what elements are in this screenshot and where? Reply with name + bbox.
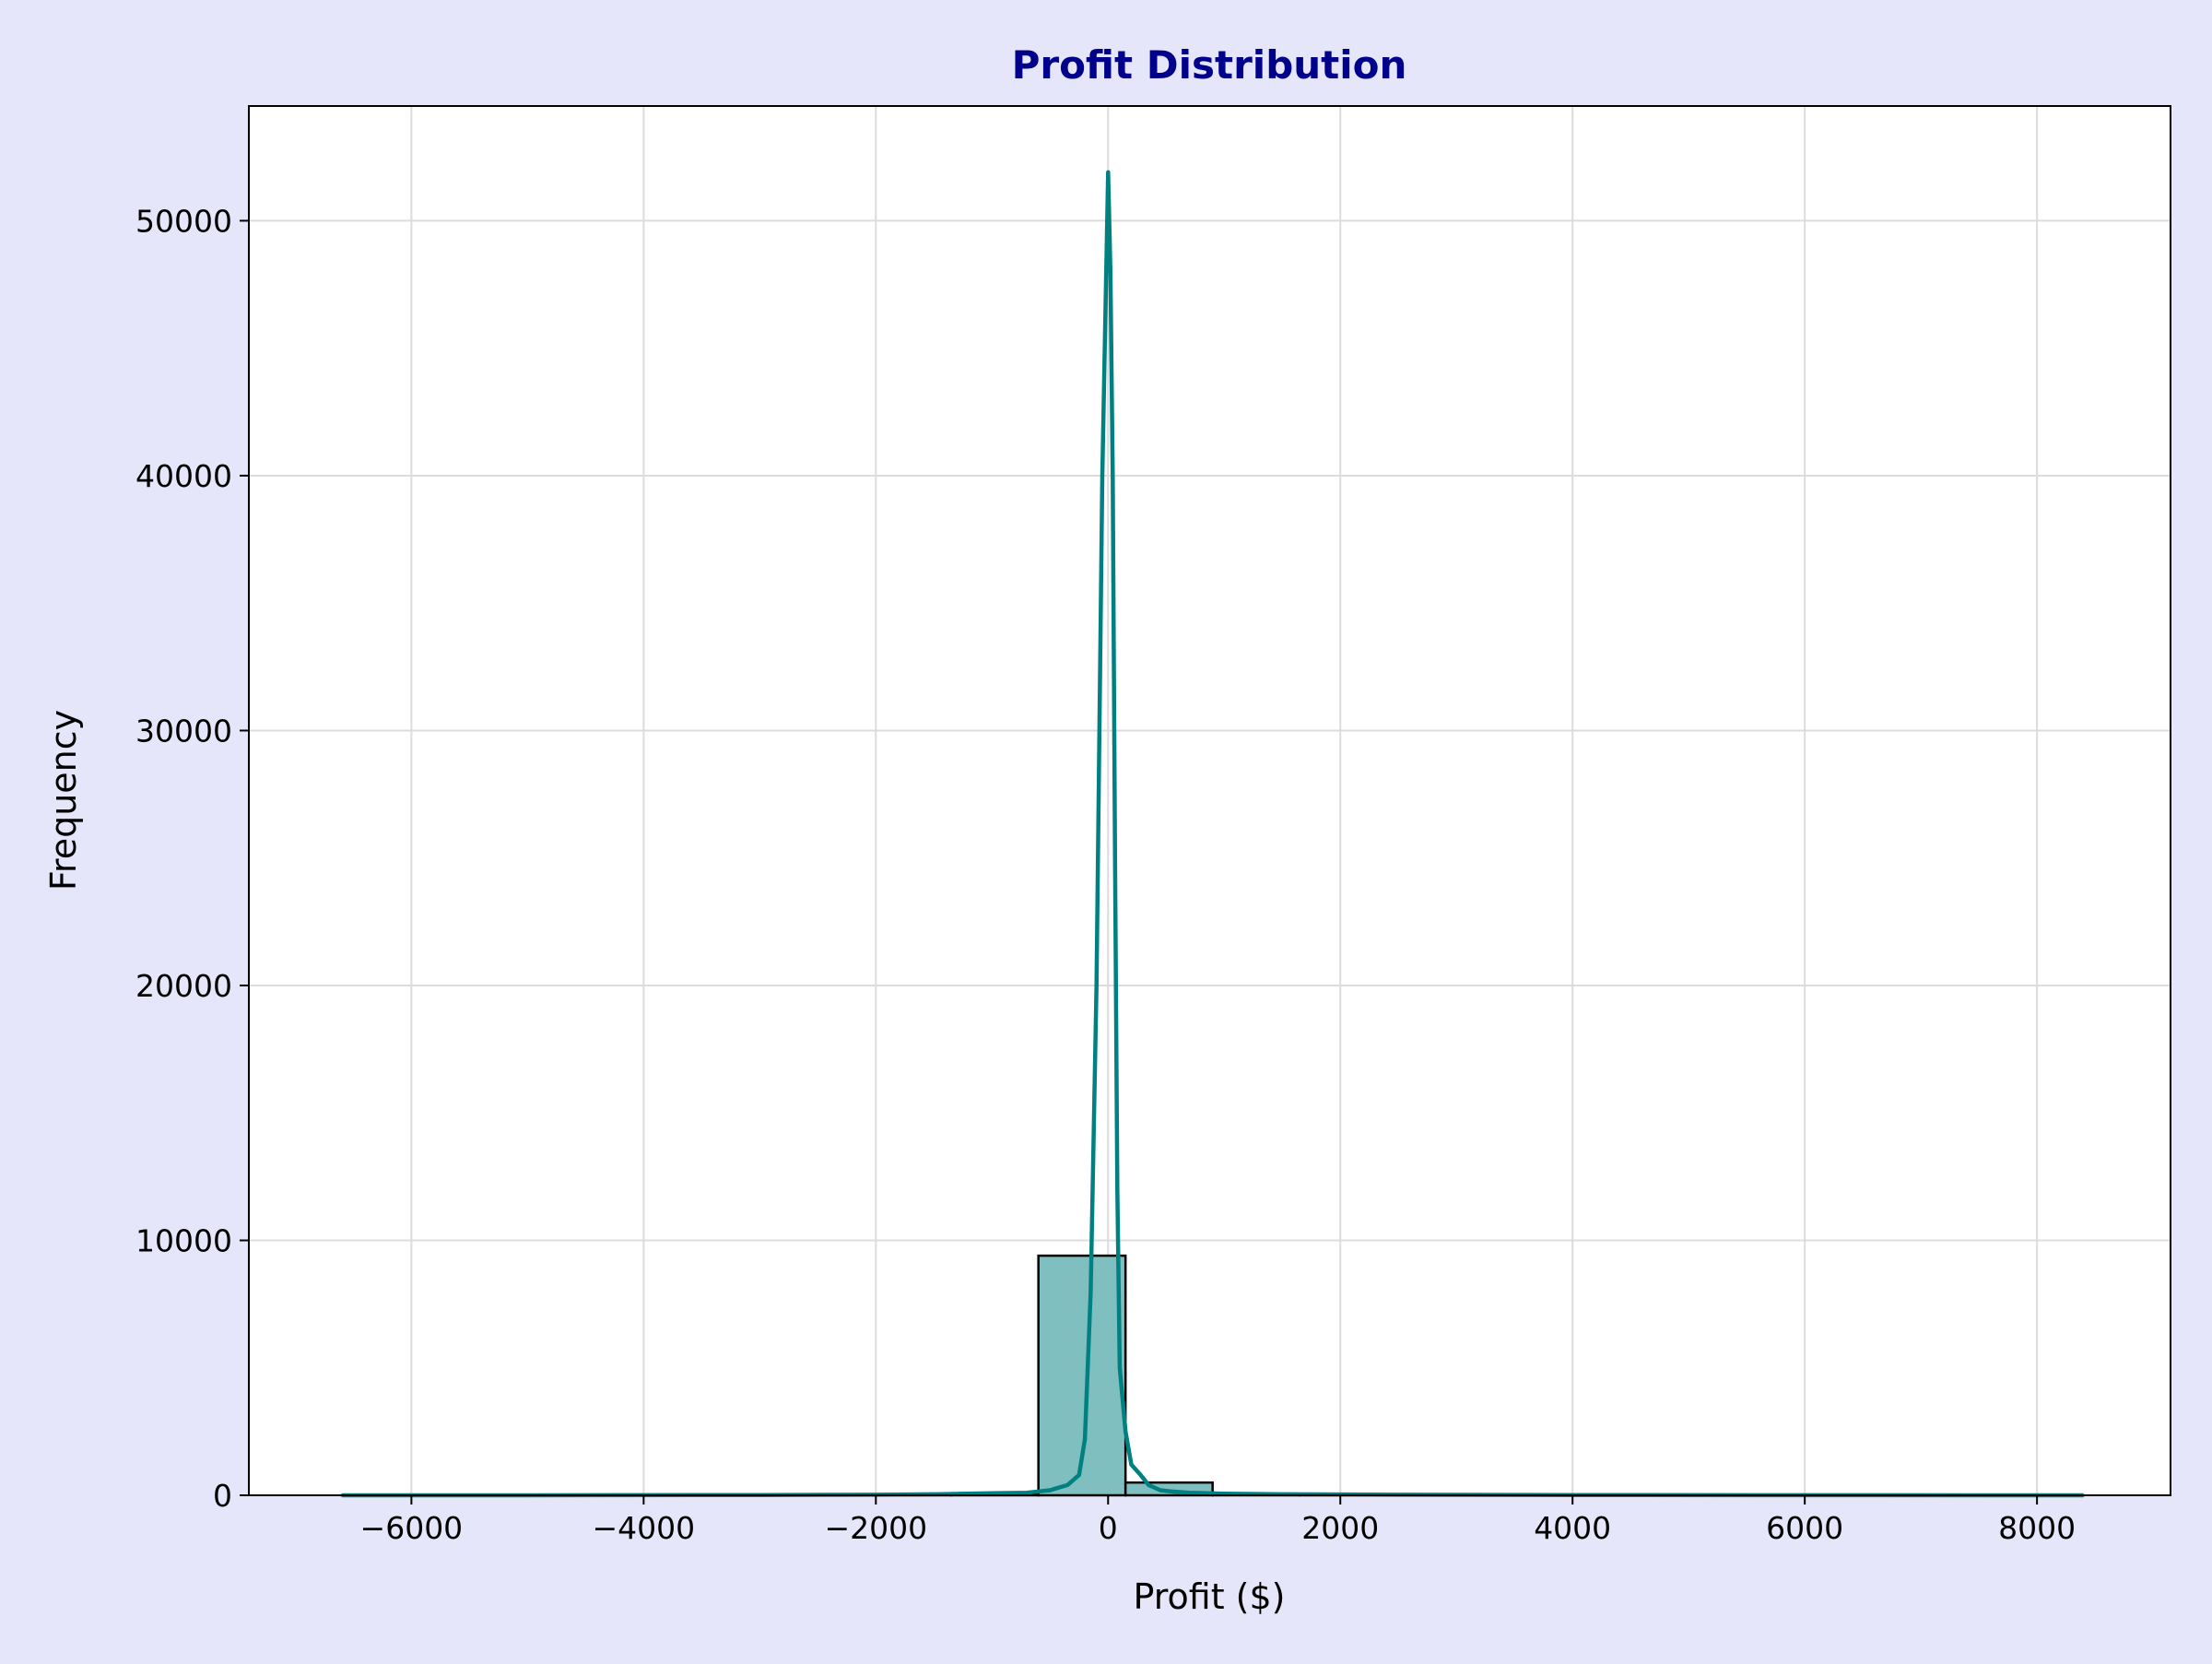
- y-tick-label: 20000: [135, 968, 232, 1004]
- x-tick-label: −4000: [593, 1510, 696, 1546]
- x-tick-label: 0: [1099, 1510, 1118, 1546]
- plot-area: [249, 106, 2171, 1495]
- x-tick-label: 8000: [1998, 1510, 2076, 1546]
- x-tick-label: 6000: [1766, 1510, 1843, 1546]
- x-tick-label: 4000: [1534, 1510, 1611, 1546]
- x-tick-label: −6000: [360, 1510, 464, 1546]
- x-axis-label: Profit ($): [1133, 1576, 1285, 1617]
- y-axis-label: Frequency: [43, 710, 84, 891]
- y-tick-label: 50000: [135, 203, 232, 239]
- x-tick-label: 2000: [1301, 1510, 1379, 1546]
- x-tick-label: −2000: [824, 1510, 927, 1546]
- chart-title: Profit Distribution: [1012, 42, 1407, 88]
- y-tick-label: 10000: [135, 1222, 232, 1258]
- y-tick-label: 40000: [135, 458, 232, 494]
- y-tick-label: 0: [213, 1478, 232, 1514]
- y-tick-label: 30000: [135, 713, 232, 749]
